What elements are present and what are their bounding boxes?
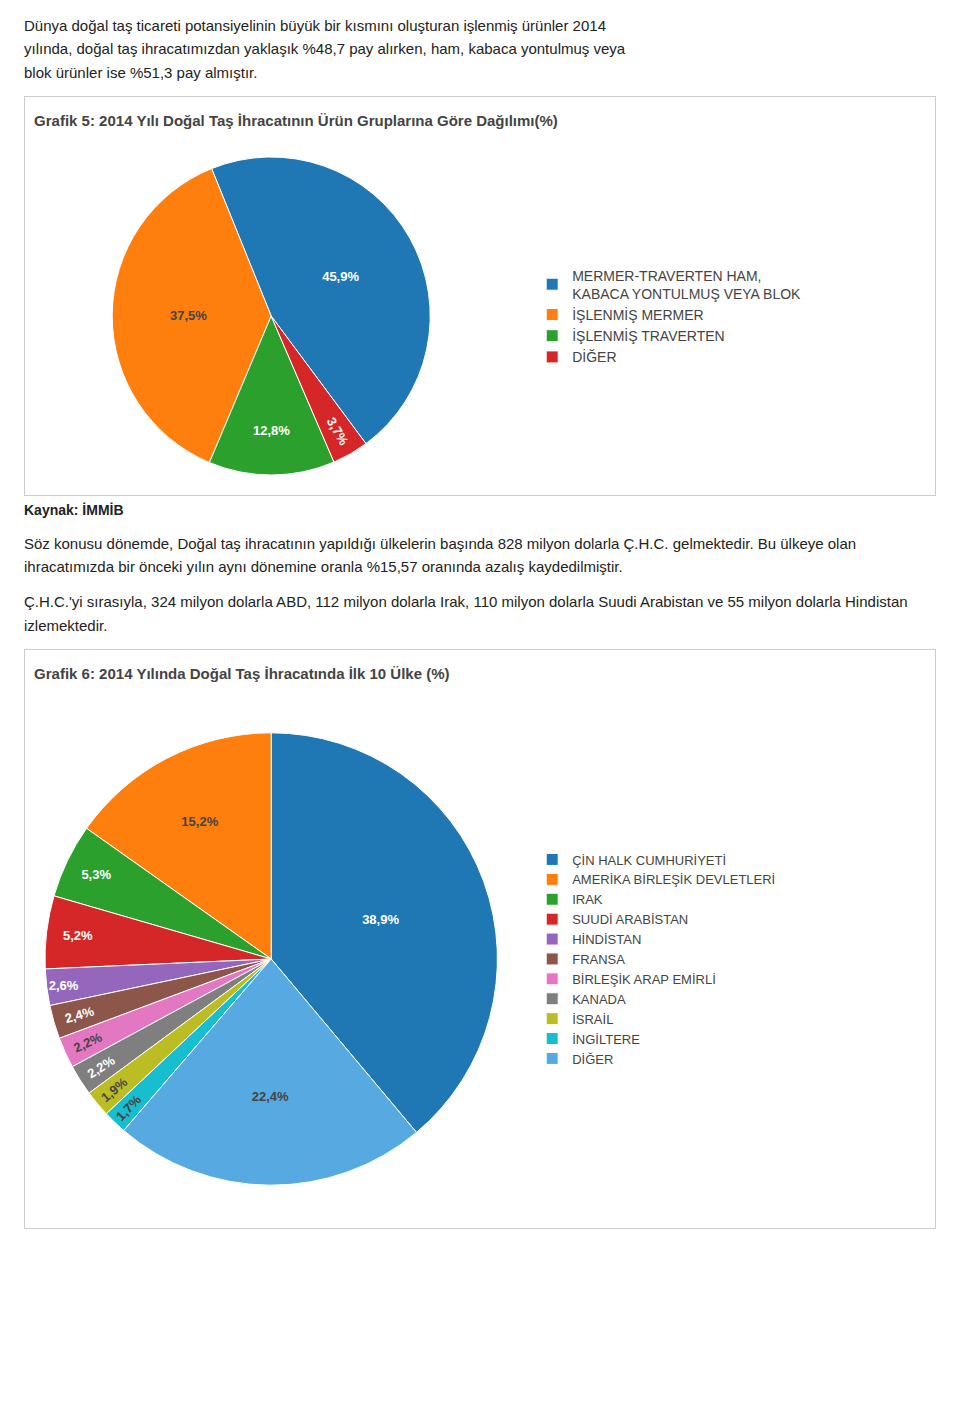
svg-text:2,6%: 2,6%	[49, 977, 79, 992]
svg-text:İSRAİL: İSRAİL	[572, 1011, 613, 1026]
svg-text:12,8%: 12,8%	[253, 422, 290, 437]
svg-text:5,2%: 5,2%	[63, 928, 93, 943]
svg-text:SUUDİ ARABİSTAN: SUUDİ ARABİSTAN	[572, 912, 688, 927]
svg-text:2,2%: 2,2%	[84, 1052, 118, 1081]
svg-text:15,2%: 15,2%	[181, 814, 218, 829]
svg-text:Grafik 5: 2014 Yılı Doğal Taş: Grafik 5: 2014 Yılı Doğal Taş İhracatını…	[34, 111, 558, 128]
svg-text:2,4%: 2,4%	[63, 1003, 96, 1026]
svg-text:1,9%: 1,9%	[98, 1074, 131, 1105]
svg-text:FRANSA: FRANSA	[572, 952, 625, 967]
svg-text:AMERİKA BİRLEŞİK DEVLETLERİ: AMERİKA BİRLEŞİK DEVLETLERİ	[572, 872, 775, 887]
svg-text:1,7%: 1,7%	[112, 1091, 145, 1124]
svg-text:DİĞER: DİĞER	[572, 1051, 613, 1066]
svg-text:KANADA: KANADA	[572, 992, 626, 1007]
html-text:Söz konusu dönemde, Doğal taş: Söz konusu dönemde, Doğal taş ihracatını…	[24, 534, 857, 575]
svg-text:45,9%: 45,9%	[322, 269, 359, 284]
svg-text:IRAK: IRAK	[572, 892, 603, 907]
svg-text:DİĞER: DİĞER	[572, 348, 616, 365]
html-text:Dünya doğal taş ticareti potan: Dünya doğal taş ticareti potansiyelinin …	[24, 17, 626, 81]
svg-text:5,3%: 5,3%	[81, 867, 111, 882]
svg-text:ÇİN HALK CUMHURİYETİ: ÇİN HALK CUMHURİYETİ	[572, 852, 726, 867]
svg-text:Grafik 6: 2014 Yılında Doğal T: Grafik 6: 2014 Yılında Doğal Taş İhracat…	[34, 664, 449, 681]
svg-text:38,9%: 38,9%	[362, 911, 399, 926]
svg-text:İŞLENMİŞ MERMER: İŞLENMİŞ MERMER	[572, 306, 703, 323]
svg-text:22,4%: 22,4%	[252, 1089, 289, 1104]
svg-text:HİNDİSTAN: HİNDİSTAN	[572, 932, 641, 947]
svg-text:İŞLENMİŞ TRAVERTEN: İŞLENMİŞ TRAVERTEN	[572, 327, 724, 344]
svg-text:BİRLEŞİK ARAP EMİRLİ: BİRLEŞİK ARAP EMİRLİ	[572, 972, 716, 987]
html-text:Ç.H.C.'yi sırasıyla, 324 milyo: Ç.H.C.'yi sırasıyla, 324 milyon dolarla …	[24, 593, 908, 634]
svg-text:37,5%: 37,5%	[170, 308, 207, 323]
svg-text:MERMER-TRAVERTEN HAM,KABACA YO: MERMER-TRAVERTEN HAM,KABACA YONTULMUŞ VE…	[572, 267, 801, 301]
svg-text:3,7%: 3,7%	[324, 414, 352, 448]
svg-text:2,2%: 2,2%	[71, 1029, 105, 1056]
html-text:Kaynak: İMMİB: Kaynak: İMMİB	[24, 501, 124, 518]
svg-text:İNGİLTERE: İNGİLTERE	[572, 1031, 640, 1046]
